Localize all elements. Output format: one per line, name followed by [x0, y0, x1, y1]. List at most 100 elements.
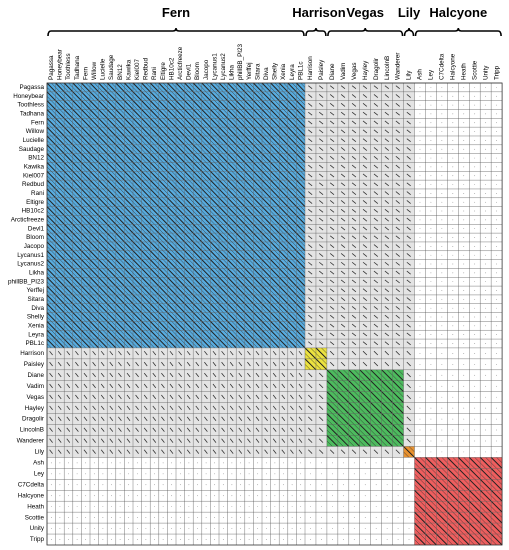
- diagonal: [124, 303, 134, 313]
- diagonal: [223, 197, 228, 203]
- diagonal: [291, 100, 297, 106]
- diagonal: [235, 100, 246, 110]
- diagonal: [158, 312, 168, 322]
- dot: [474, 281, 476, 283]
- diagonal: [119, 118, 125, 123]
- dot: [419, 131, 421, 132]
- diagonal: [287, 290, 293, 296]
- diagonal: [167, 166, 172, 172]
- diagonal: [248, 294, 254, 300]
- diagonal: [158, 122, 164, 128]
- dash: [308, 253, 313, 257]
- diagonal: [300, 241, 306, 247]
- diagonal: [210, 157, 215, 163]
- diagonal: [300, 197, 306, 203]
- diagonal: [261, 307, 267, 313]
- diagonal: [270, 140, 276, 145]
- diagonal: [85, 197, 91, 203]
- diagonal: [59, 206, 65, 212]
- diagonal: [231, 312, 237, 318]
- diagonal: [296, 255, 301, 260]
- diagonal: [184, 153, 194, 163]
- diagonal: [270, 179, 280, 190]
- dash: [308, 208, 313, 213]
- dash: [373, 244, 379, 248]
- dash: [318, 94, 324, 98]
- diagonal: [167, 299, 172, 304]
- diagonal: [223, 144, 228, 150]
- diagonal: [137, 330, 142, 335]
- diagonal: [76, 277, 82, 282]
- dash: [318, 191, 324, 196]
- diagonal: [175, 329, 185, 340]
- dash: [126, 350, 131, 356]
- diagonal: [154, 153, 159, 159]
- diagonal: [167, 96, 172, 101]
- dot: [441, 334, 443, 336]
- diagonal: [145, 135, 151, 141]
- dot: [485, 87, 487, 88]
- diagonal: [115, 290, 121, 296]
- diagonal: [111, 285, 116, 291]
- diagonal: [94, 303, 99, 309]
- diagonal: [270, 202, 276, 207]
- diagonal: [227, 338, 237, 349]
- diagonal: [244, 87, 250, 93]
- diagonal: [248, 312, 254, 318]
- diagonal: [175, 162, 185, 172]
- diagonal: [266, 250, 271, 256]
- diagonal: [94, 171, 99, 176]
- dash: [351, 288, 357, 293]
- diagonal: [64, 157, 69, 163]
- diagonal: [279, 307, 284, 313]
- diagonal: [107, 307, 112, 313]
- diagonal: [210, 294, 220, 305]
- diagonal: [210, 268, 220, 278]
- dash: [255, 361, 260, 367]
- dash: [373, 173, 379, 178]
- diagonal: [46, 232, 56, 243]
- diagonal: [192, 329, 203, 340]
- diagonal: [115, 334, 121, 340]
- diagonal: [154, 109, 159, 115]
- dash: [340, 341, 346, 346]
- dot: [419, 374, 421, 376]
- diagonal: [124, 149, 129, 154]
- diagonal: [218, 290, 224, 296]
- dash: [395, 297, 400, 301]
- diagonal: [188, 224, 194, 229]
- diagonal: [287, 82, 297, 93]
- diagonal: [279, 210, 284, 216]
- diagonal: [51, 197, 56, 203]
- diagonal: [94, 241, 99, 247]
- diagonal: [253, 126, 263, 137]
- diagonal: [205, 206, 211, 212]
- diagonal: [115, 272, 121, 278]
- diagonal: [171, 179, 177, 185]
- diagonal: [201, 316, 207, 322]
- dash: [384, 253, 390, 257]
- diagonal: [214, 268, 220, 274]
- diagonal: [210, 87, 215, 93]
- diagonal: [124, 122, 129, 128]
- dash: [66, 383, 71, 389]
- diagonal: [132, 109, 142, 119]
- diagonal: [184, 334, 190, 340]
- diagonal: [231, 162, 237, 168]
- diagonal: [132, 334, 138, 340]
- diagonal: [261, 113, 267, 119]
- dash: [329, 111, 335, 116]
- diagonal: [72, 109, 82, 119]
- diagonal: [248, 215, 254, 221]
- dash: [75, 361, 79, 367]
- diagonal: [55, 202, 61, 207]
- diagonal: [89, 228, 95, 234]
- diagonal: [296, 175, 301, 181]
- dot: [430, 272, 432, 274]
- diagonal: [253, 338, 263, 349]
- dot: [419, 298, 421, 300]
- diagonal: [231, 277, 237, 282]
- diagonal: [192, 109, 203, 119]
- dot: [485, 122, 487, 124]
- diagonal: [63, 329, 74, 340]
